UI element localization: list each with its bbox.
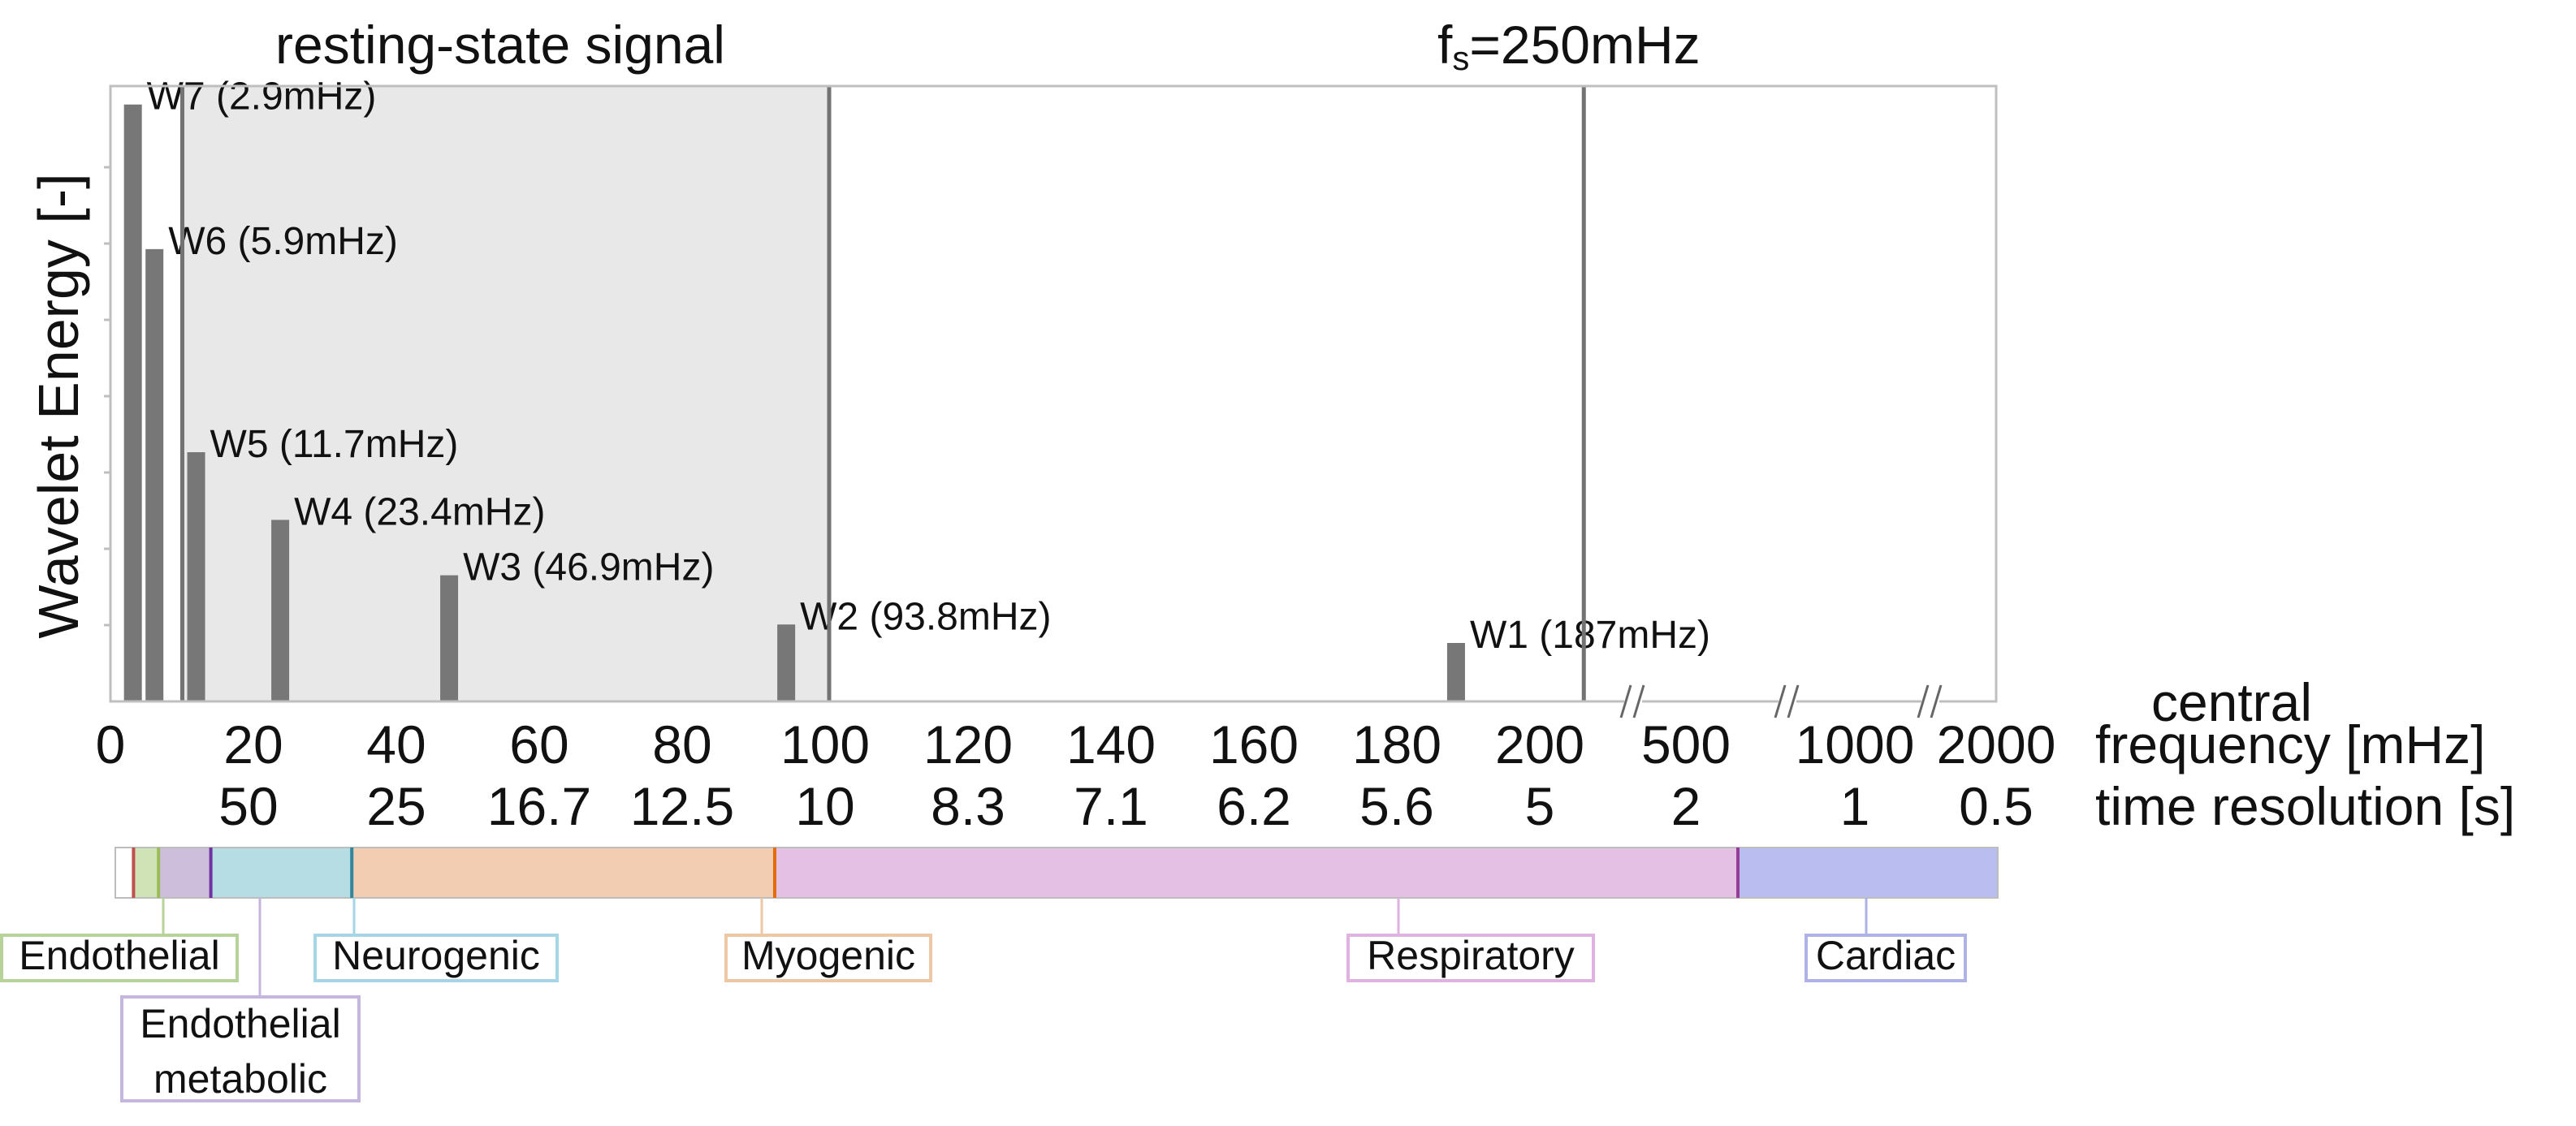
x-tick-frequency: 1000 xyxy=(1796,714,1915,774)
band-respiratory xyxy=(774,847,1739,899)
x-tick-frequency: 160 xyxy=(1209,714,1299,774)
endothelial-metabolic-label-line1: Endothelial xyxy=(140,1001,340,1046)
x-tick-time-resolution: 10 xyxy=(795,776,854,836)
endothelial-metabolic-label-line2: metabolic xyxy=(153,1056,327,1102)
sampling-frequency-label: fs=250mHz xyxy=(1437,15,1701,77)
bar-w4 xyxy=(271,520,290,701)
x-tick-time-resolution: 5.6 xyxy=(1359,776,1434,836)
x-tick-time-resolution: 2 xyxy=(1671,776,1701,836)
resting-state-shade xyxy=(182,86,829,701)
bar-label-w3: W3 (46.9mHz) xyxy=(463,546,714,589)
x-tick-frequency: 200 xyxy=(1495,714,1584,774)
axis-break-mark xyxy=(1930,684,1943,718)
band-endothelial-metabolic xyxy=(158,847,212,899)
band-unassigned xyxy=(115,847,135,899)
bar-w1 xyxy=(1446,642,1465,701)
plot-frame xyxy=(109,84,1998,703)
x-tick-time-resolution: 25 xyxy=(366,776,426,836)
respiratory-label: Respiratory xyxy=(1367,933,1575,978)
axis-break-mark xyxy=(1917,684,1930,718)
axis-break-mark xyxy=(1632,684,1645,718)
x-tick-time-resolution: 7.1 xyxy=(1074,776,1148,836)
x-tick-frequency: 60 xyxy=(509,714,568,774)
bar-w3 xyxy=(440,575,459,701)
x-tick-frequency: 80 xyxy=(652,714,711,774)
sampling-frequency-value: =250mHz xyxy=(1469,15,1700,75)
x-tick-time-resolution: 1 xyxy=(1840,776,1870,836)
x-tick-frequency: 20 xyxy=(223,714,283,774)
bar-w7 xyxy=(123,104,142,702)
bar-label-w2: W2 (93.8mHz) xyxy=(800,595,1051,638)
x-tick-time-resolution: 8.3 xyxy=(931,776,1005,836)
endothelial-label-box xyxy=(0,934,239,982)
bar-label-w7: W7 (2.9mHz) xyxy=(147,75,377,119)
neurogenic-label-box xyxy=(313,934,559,982)
endothelial-metabolic-label-box xyxy=(120,995,361,1102)
bar-label-w4: W4 (23.4mHz) xyxy=(294,490,545,533)
resting-state-label: resting-state signal xyxy=(275,15,725,75)
x-axis-label-line1: central xyxy=(2151,672,2312,732)
sampling-frequency-subscript: s xyxy=(1452,39,1469,77)
x-tick-frequency: 180 xyxy=(1352,714,1441,774)
bar-w6 xyxy=(145,248,164,701)
cardiac-label-box xyxy=(1804,934,1967,982)
cardiac-label: Cardiac xyxy=(1816,933,1956,978)
bar-label-w5: W5 (11.7mHz) xyxy=(210,423,459,466)
myogenic-label-box xyxy=(724,934,932,982)
axis-break-mark xyxy=(1619,684,1632,718)
sampling-frequency-f: f xyxy=(1437,15,1453,75)
x-tick-time-resolution: 0.5 xyxy=(1959,776,2034,836)
neurogenic-label: Neurogenic xyxy=(332,933,540,978)
x-tick-time-resolution: 5 xyxy=(1525,776,1555,836)
x-tick-frequency: 100 xyxy=(780,714,870,774)
x-tick-time-resolution: 12.5 xyxy=(630,776,734,836)
x-tick-time-resolution: 16.7 xyxy=(487,776,591,836)
time-resolution-label: time resolution [s] xyxy=(2095,776,2515,836)
x-tick-frequency: 120 xyxy=(923,714,1013,774)
x-tick-frequency: 140 xyxy=(1066,714,1156,774)
endothelial-label: Endothelial xyxy=(19,933,219,978)
y-axis-label: Wavelet Energy [-] xyxy=(27,173,90,638)
bar-w2 xyxy=(777,624,796,701)
bar-label-w1: W1 (187mHz) xyxy=(1470,614,1710,657)
band-neurogenic xyxy=(210,847,353,899)
myogenic-label: Myogenic xyxy=(741,933,915,978)
band-myogenic xyxy=(351,847,776,899)
bar-label-w6: W6 (5.9mHz) xyxy=(168,220,398,263)
x-axis-label-line2: frequency [mHz] xyxy=(2095,714,2486,774)
band-strip-outline xyxy=(115,847,1999,899)
band-cardiac xyxy=(1737,847,1999,899)
axis-break-mark xyxy=(1787,684,1800,718)
x-tick-frequency: 500 xyxy=(1641,714,1731,774)
respiratory-label-box xyxy=(1346,934,1595,982)
band-endothelial xyxy=(132,847,160,899)
x-tick-frequency: 40 xyxy=(366,714,426,774)
x-tick-time-resolution: 6.2 xyxy=(1217,776,1291,836)
bar-w5 xyxy=(187,452,205,701)
x-tick-frequency: 0 xyxy=(96,714,126,774)
x-tick-frequency: 2000 xyxy=(1937,714,2056,774)
axis-break-mark xyxy=(1774,684,1787,718)
x-tick-time-resolution: 50 xyxy=(218,776,278,836)
